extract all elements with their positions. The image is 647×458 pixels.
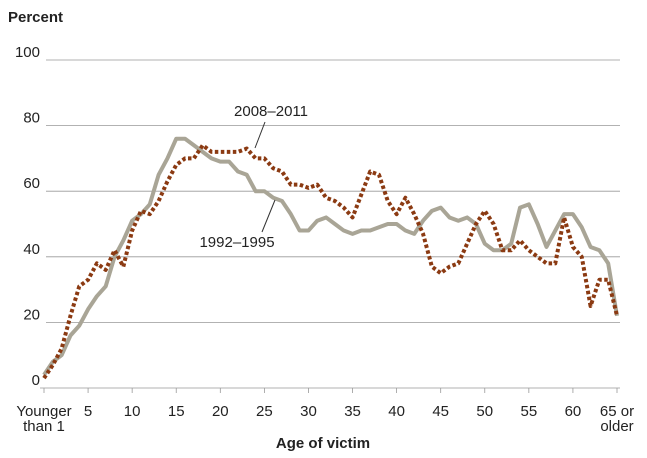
y-tick-label: 0	[32, 372, 40, 389]
x-tick-label: 15	[167, 403, 185, 420]
y-tick-label: 80	[23, 110, 40, 127]
series-label: 2008–2011	[234, 103, 308, 120]
x-tick-label: 25	[256, 403, 273, 420]
y-axis-label: Percent	[8, 9, 63, 26]
x-tick-label: 40	[388, 403, 405, 420]
x-tick-label: 35	[344, 403, 361, 420]
y-tick-label: 60	[23, 175, 40, 192]
x-tick-label: 50	[476, 403, 494, 420]
series-line	[42, 143, 619, 380]
x-tick-label: 65 or older	[599, 403, 635, 435]
x-tick-label: 55	[520, 403, 538, 420]
x-tick-label: Younger than 1	[16, 403, 72, 435]
x-tick-label: 60	[564, 403, 582, 420]
x-tick-label: 5	[83, 403, 93, 420]
y-tick-label: 20	[23, 306, 40, 323]
series-label: 1992–1995	[199, 234, 274, 251]
x-axis-label: Age of victim	[276, 435, 370, 452]
label-leader	[254, 121, 266, 149]
x-tick-label: 45	[432, 403, 450, 420]
x-tick-label: 10	[123, 403, 141, 420]
y-tick-label: 100	[15, 44, 40, 61]
label-leader	[261, 199, 276, 233]
x-tick-label: 30	[300, 403, 317, 420]
y-tick-label: 40	[23, 241, 40, 258]
x-tick-label: 20	[211, 403, 229, 420]
